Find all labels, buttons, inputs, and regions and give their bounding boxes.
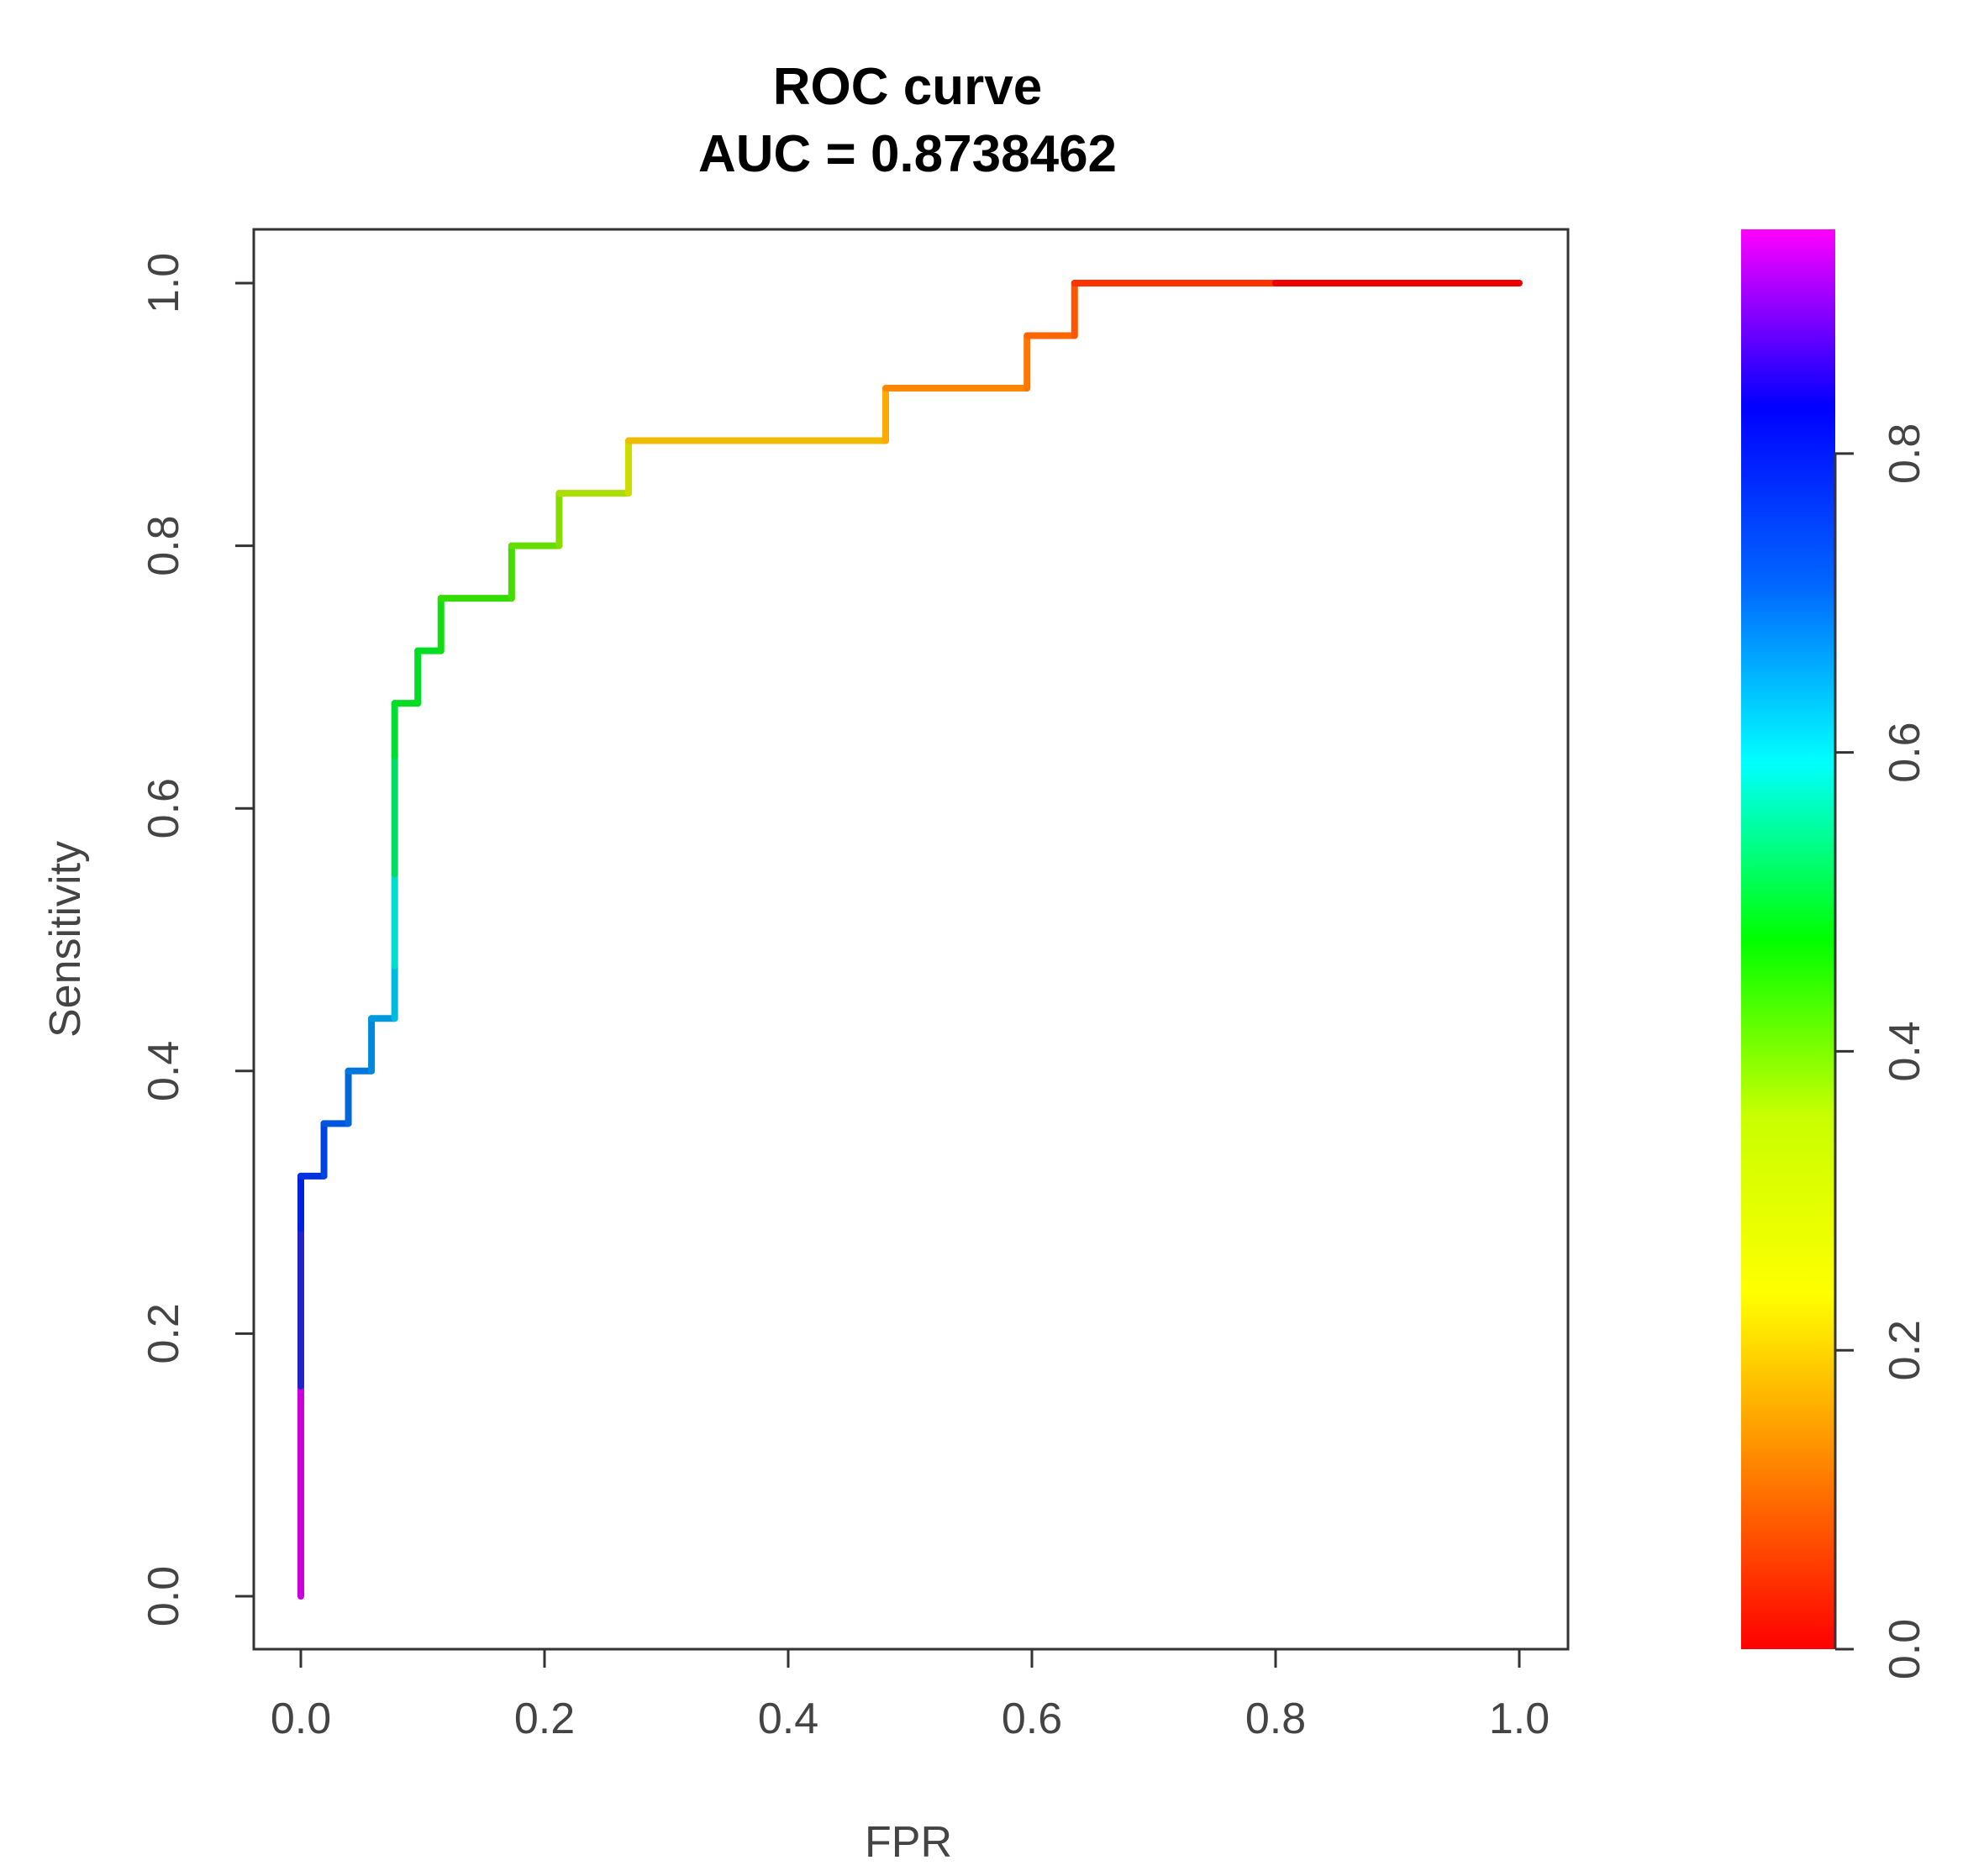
chart-title: ROC curve [773,58,1042,116]
colorbar-tick-label: 0.0 [1881,1619,1929,1679]
roc-series [297,280,1523,1600]
plot-frame [252,228,1570,1651]
colorbar-tick-label: 0.4 [1881,1021,1929,1081]
colorbar [1741,229,1835,1649]
colorbar-tick-label: 0.8 [1881,423,1929,484]
x-tick-label: 0.0 [271,1695,331,1743]
y-tick-label: 0.6 [139,778,188,838]
colorbar-axis: 0.0 0.2 0.4 0.6 0.8 [1834,423,1929,1679]
x-axis: 0.0 0.2 0.4 0.6 0.8 1.0 [271,1647,1550,1743]
y-axis: 0.0 0.2 0.4 0.6 0.8 1.0 [139,253,255,1626]
x-tick-label: 0.2 [514,1695,575,1743]
y-axis-label: Sensitivity [41,841,90,1038]
x-tick-label: 1.0 [1489,1695,1550,1743]
colorbar-tick-label: 0.2 [1881,1320,1929,1380]
y-tick-label: 0.2 [139,1303,188,1364]
x-axis-label: FPR [865,1818,952,1867]
y-tick-label: 0.4 [139,1041,188,1101]
y-tick-label: 1.0 [139,253,188,313]
y-tick-label: 0.0 [139,1566,188,1626]
y-tick-label: 0.8 [139,515,188,575]
x-tick-label: 0.4 [758,1695,818,1743]
colorbar-tick-label: 0.6 [1881,722,1929,782]
x-tick-label: 0.6 [1002,1695,1062,1743]
chart-subtitle: AUC = 0.8738462 [698,125,1117,183]
x-tick-label: 0.8 [1245,1695,1306,1743]
